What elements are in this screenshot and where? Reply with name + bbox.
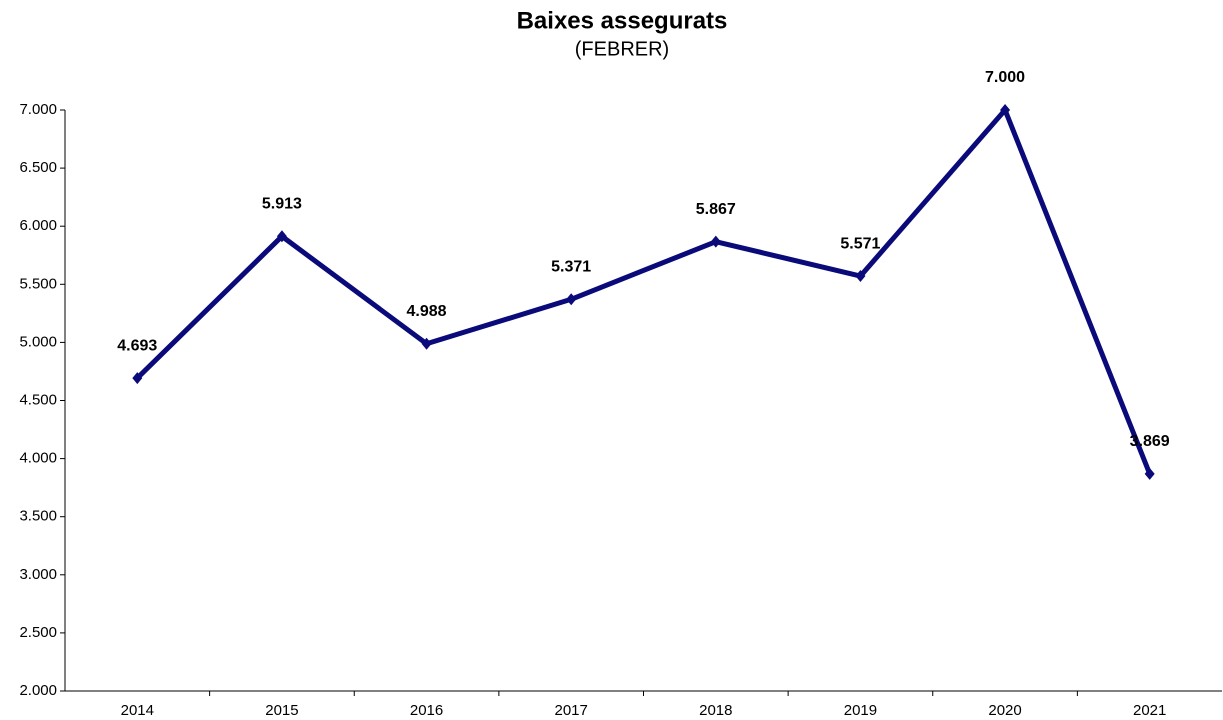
data-label: 5.371 (551, 259, 591, 276)
data-label: 3.869 (1130, 433, 1170, 450)
y-tick-label: 7.000 (19, 101, 57, 118)
x-tick-label: 2015 (265, 702, 298, 719)
marker (1000, 104, 1011, 116)
marker (276, 230, 287, 243)
data-label: 5.867 (696, 201, 736, 218)
data-label: 7.000 (985, 69, 1025, 86)
data-label: 4.693 (117, 337, 157, 354)
data-label: 5.913 (262, 196, 302, 213)
marker (421, 337, 432, 350)
x-tick-label: 2018 (699, 702, 732, 719)
y-tick-label: 5.000 (19, 333, 57, 350)
y-tick-label: 3.000 (19, 566, 57, 583)
x-tick-label: 2019 (844, 702, 877, 719)
x-tick-label: 2020 (988, 702, 1021, 719)
marker (566, 293, 577, 306)
data-label: 5.571 (840, 235, 880, 252)
y-tick-label: 4.000 (19, 450, 57, 467)
y-tick-label: 6.000 (19, 217, 57, 234)
y-tick-label: 5.500 (19, 275, 57, 292)
y-tick-label: 3.500 (19, 508, 57, 525)
marker (1144, 467, 1155, 480)
y-tick-label: 2.000 (19, 682, 57, 699)
chart-title: Baixes assegurats (517, 7, 728, 34)
data-label: 4.988 (407, 303, 447, 320)
marker (855, 270, 866, 283)
x-tick-label: 2021 (1133, 702, 1166, 719)
line (135, 107, 1153, 475)
marker (710, 235, 721, 248)
marker (132, 372, 143, 385)
x-tick-label: 2014 (121, 702, 154, 719)
x-tick-label: 2016 (410, 702, 443, 719)
x-tick-label: 2017 (555, 702, 588, 719)
y-tick-label: 2.500 (19, 624, 57, 641)
y-tick-label: 4.500 (19, 391, 57, 408)
y-tick-label: 6.500 (19, 159, 57, 176)
chart-subtitle: (FEBRER) (575, 38, 669, 60)
